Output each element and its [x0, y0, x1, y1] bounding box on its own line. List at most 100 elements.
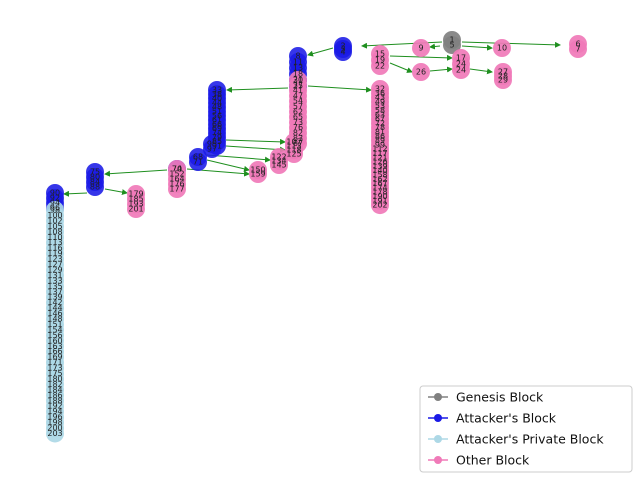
block-number-label: 166 [47, 347, 62, 356]
other-block-node [412, 63, 430, 81]
block-number-label: 145 [271, 161, 286, 170]
block-number-label: 37 [293, 81, 303, 90]
block-number-label: 69 [212, 124, 222, 133]
block-number-label: 179 [128, 190, 143, 199]
block-number-label: 108 [47, 227, 62, 236]
block-number-label: 191 [372, 196, 387, 205]
block-number-label: 4 [340, 48, 345, 57]
block-number-label: 140 [372, 166, 387, 175]
block-number-label: 117 [372, 149, 387, 158]
legend-dot-attacker-marker [434, 414, 442, 422]
block-number-label: 92 [50, 194, 60, 203]
block-number-label: 151 [47, 320, 62, 329]
block-number-label: 98 [50, 206, 60, 215]
block-number-label: 102 [47, 216, 62, 225]
block-number-label: 186 [47, 391, 62, 400]
block-number-label: 135 [47, 282, 62, 291]
block-number-label: 26 [416, 68, 426, 77]
block-number-label: 78 [375, 123, 385, 132]
block-number-label: 56 [212, 111, 222, 120]
block-number-label: 184 [47, 385, 62, 394]
block-number-label: 113 [286, 142, 301, 151]
legend-dot-private-marker [434, 435, 442, 443]
legend-label-private: Attacker's Private Block [456, 432, 604, 447]
block-number-label: 44 [212, 98, 222, 107]
block-number-label: 51 [212, 107, 222, 116]
legend-item-attacker: Attacker's Block [428, 411, 557, 426]
attacker-block-node [189, 153, 207, 171]
block-number-label: 121 [372, 153, 387, 162]
block-number-label: 66 [212, 120, 222, 129]
block-number-label: 116 [47, 244, 62, 253]
block-number-label: 119 [47, 249, 62, 258]
block-number-label: 76 [293, 123, 303, 132]
parent-link-edge [429, 66, 453, 73]
block-number-label: 94 [50, 199, 60, 208]
legend-item-other: Other Block [428, 453, 530, 468]
parent-link-edge [461, 44, 493, 51]
block-number-label: 133 [47, 276, 62, 285]
block-number-label: 193 [128, 200, 143, 209]
attacker-block-node [86, 178, 104, 196]
legend-item-genesis: Genesis Block [428, 390, 544, 405]
other-block-node [569, 40, 587, 58]
block-number-label: 73 [293, 118, 303, 127]
legend-frame [419, 385, 633, 473]
block-number-label: 80 [90, 173, 100, 182]
other-block-node [270, 156, 288, 174]
block-number-label: 33 [212, 86, 222, 95]
block-number-label: 49 [375, 97, 385, 106]
block-number-label: 164 [169, 175, 184, 184]
genesis-block-node [443, 36, 461, 54]
block-number-label: 83 [293, 134, 303, 143]
block-number-label: 176 [169, 180, 184, 189]
block-number-label: 91 [212, 141, 222, 150]
block-number-label: 192 [47, 402, 62, 411]
block-number-label: 198 [47, 418, 62, 427]
block-number-label: 43 [375, 93, 385, 102]
block-number-label: 127 [47, 260, 62, 269]
block-number-label: 150 [250, 166, 265, 175]
block-number-label: 163 [47, 342, 62, 351]
block-number-label: 169 [47, 353, 62, 362]
parent-link-edge [307, 85, 372, 93]
attacker-block-node [203, 140, 221, 158]
legend-dot-genesis-marker [434, 393, 442, 401]
block-number-label: 24 [456, 60, 466, 69]
block-number-label: 126 [372, 158, 387, 167]
block-number-label: 65 [293, 113, 303, 122]
block-number-label: 67 [375, 115, 385, 124]
block-number-label: 148 [47, 315, 62, 324]
block-number-label: 188 [47, 396, 62, 405]
nodes-layer [46, 31, 587, 443]
parent-link-edge [429, 43, 441, 50]
block-number-label: 48 [212, 103, 222, 112]
block-number-label: 13 [293, 64, 303, 73]
block-number-label: 200 [47, 424, 62, 433]
block-number-label: 20 [293, 76, 303, 85]
block-number-label: 38 [212, 90, 222, 99]
block-number-label: 61 [212, 116, 222, 125]
other-block-node [493, 39, 511, 57]
block-number-label: 28 [498, 72, 508, 81]
other-block-node [249, 165, 267, 183]
block-number-label: 86 [375, 132, 385, 141]
block-number-label: 156 [47, 331, 62, 340]
block-number-label: 25 [293, 82, 303, 91]
private-block-node [46, 424, 64, 443]
block-number-label: 177 [169, 185, 184, 194]
parent-link-edge [307, 47, 334, 57]
parent-link-edge [361, 41, 443, 49]
legend-label-other: Other Block [456, 453, 530, 468]
block-number-label: 95 [207, 140, 217, 149]
block-number-label: 202 [372, 201, 387, 210]
block-number-label: 74 [212, 129, 222, 138]
block-number-label: 142 [47, 298, 62, 307]
block-number-label: 123 [47, 255, 62, 264]
block-number-label: 87 [293, 139, 303, 148]
parent-link-edge [104, 169, 168, 177]
block-number-label: 72 [375, 119, 385, 128]
parent-link-edge [461, 41, 561, 48]
block-number-label: 185 [128, 195, 143, 204]
block-number-label: 79 [212, 133, 222, 142]
